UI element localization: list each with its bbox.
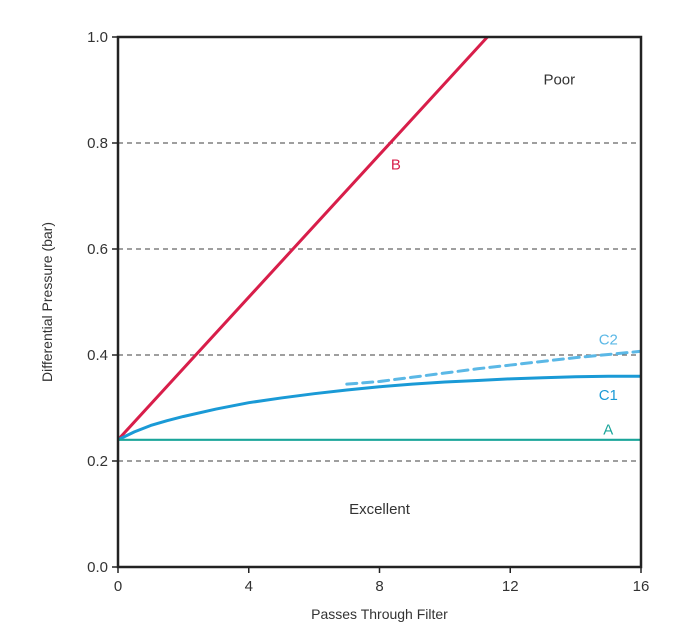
grid-layer	[118, 142, 641, 462]
x-axis-label: Passes Through Filter	[311, 606, 448, 622]
x-tick-label: 0	[114, 578, 122, 595]
annotation-b: B	[391, 157, 401, 174]
series-line-c2	[345, 349, 641, 386]
y-tick-label: 0.4	[87, 347, 108, 364]
y-axis-label: Differential Pressure (bar)	[39, 222, 55, 382]
series-line-c1	[118, 374, 641, 442]
annotation-c2: C2	[599, 331, 618, 348]
y-tick-label: 0.0	[87, 559, 108, 576]
annotation-a: A	[603, 422, 613, 439]
y-tick-label: 1.0	[87, 29, 108, 46]
x-tick-label: 8	[375, 578, 383, 595]
annotation-c1: C1	[599, 387, 618, 404]
series-layer	[118, 37, 641, 442]
x-tick-label: 12	[502, 578, 519, 595]
series-line-b	[118, 37, 489, 442]
y-tick-label: 0.2	[87, 453, 108, 470]
annotation-poor: Poor	[543, 72, 575, 89]
y-tick-label: 0.8	[87, 135, 108, 152]
x-tick-label: 4	[245, 578, 253, 595]
axis-layer	[112, 35, 643, 573]
plot-frame	[116, 35, 643, 569]
x-tick-label: 16	[633, 578, 650, 595]
annotation-excellent: Excellent	[349, 501, 411, 518]
y-tick-label: 0.6	[87, 241, 108, 258]
label-layer: 0 4 8 12 16 0.0 0.2 0.4 0.6 0.8 1.0 Passes Through …	[39, 29, 649, 622]
